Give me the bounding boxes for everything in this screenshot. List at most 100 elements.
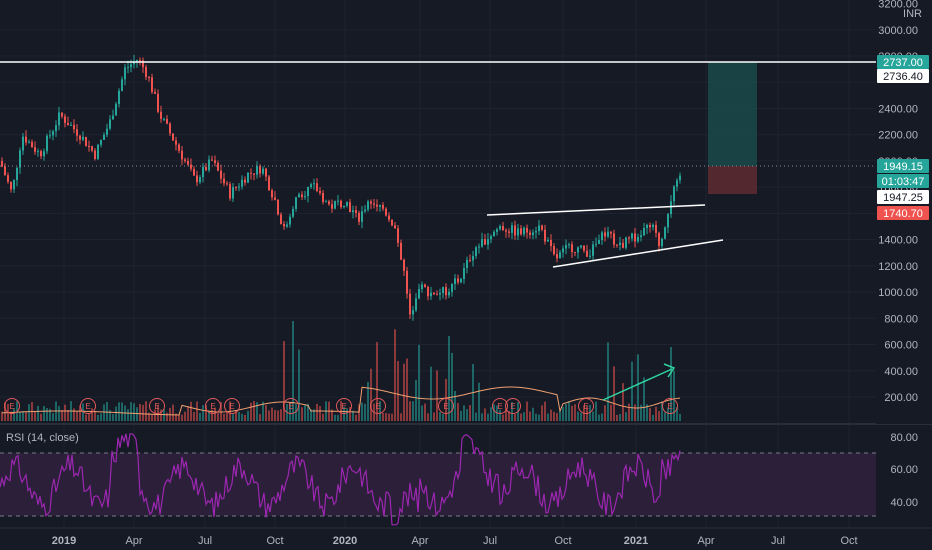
volume-bar	[106, 401, 108, 421]
candle-body	[484, 239, 486, 245]
candle-body	[1, 160, 3, 167]
candle-body	[490, 236, 492, 240]
volume-bar	[139, 404, 141, 421]
volume-bar	[661, 401, 663, 421]
volume-bar	[364, 403, 366, 421]
candle-body	[655, 224, 657, 233]
candle-body	[64, 116, 66, 123]
time-axis-panel[interactable]	[0, 528, 932, 550]
volume-arrow[interactable]	[602, 363, 676, 401]
position-tool[interactable]	[708, 62, 757, 194]
candle-body	[421, 284, 423, 290]
rsi-label[interactable]: RSI (14, close)	[6, 432, 79, 444]
volume-bar	[313, 409, 315, 421]
earnings-marker-circle	[149, 398, 165, 414]
candle-body	[646, 224, 648, 229]
volume-bar	[361, 402, 363, 421]
volume-bar	[571, 405, 573, 421]
candle-body	[661, 238, 663, 247]
volume-bar	[109, 409, 111, 421]
volume-bar	[88, 412, 90, 421]
candle-body	[43, 151, 45, 157]
candle-body	[157, 93, 159, 112]
rsi-tick-label: 40.00	[890, 497, 918, 509]
candle-body	[193, 168, 195, 176]
candle-body	[325, 201, 327, 203]
volume-bar	[643, 377, 645, 421]
volume-bar	[49, 408, 51, 421]
candle-body	[85, 136, 87, 147]
candle-body	[457, 278, 459, 283]
candle-body	[643, 228, 645, 236]
volume-bar	[538, 414, 540, 421]
candle-body	[178, 144, 180, 151]
volume-bar	[235, 410, 237, 421]
volume-bar	[640, 404, 642, 421]
candle-body	[100, 139, 102, 145]
candle-body	[613, 233, 615, 245]
candle-body	[286, 224, 288, 227]
arrow-shaft	[602, 368, 673, 401]
earnings-marker-label: E	[510, 402, 515, 411]
volume-bar	[187, 406, 189, 421]
candle-body	[460, 278, 462, 283]
candle-body	[151, 77, 153, 92]
volume-bar	[670, 346, 672, 421]
price-tick-label: 2400.00	[878, 103, 918, 115]
candle-body	[274, 197, 276, 200]
candle-body	[271, 190, 273, 198]
candle-body	[253, 173, 255, 175]
candle-body	[238, 186, 240, 188]
candle-body	[517, 228, 519, 236]
candle-body	[556, 254, 558, 259]
upper-trendline[interactable]	[486, 204, 706, 216]
price-tag-bg	[877, 190, 929, 204]
volume-bar	[400, 413, 402, 421]
candle-body	[190, 164, 192, 169]
candle-body	[637, 237, 639, 242]
candle-body	[40, 151, 42, 157]
candle-body	[559, 252, 561, 259]
price-tick-label: 1200.00	[878, 261, 918, 273]
volume-bar	[154, 409, 156, 421]
candle-body	[676, 180, 678, 187]
candle-body	[370, 201, 372, 204]
volume-bar	[295, 404, 297, 421]
candle-body	[475, 247, 477, 256]
candle-body	[289, 216, 291, 225]
rsi-axis-panel[interactable]	[876, 426, 932, 530]
candle-body	[136, 60, 138, 62]
lower-trendline[interactable]	[552, 239, 724, 268]
candle-body	[373, 203, 375, 205]
volume-bar	[544, 401, 546, 421]
earnings-marker-label: E	[583, 402, 588, 411]
candle-body	[520, 228, 522, 235]
volume-bar	[355, 414, 357, 421]
volume-bar	[649, 407, 651, 421]
earnings-marker-circle	[578, 398, 594, 414]
earnings-marker-circle	[4, 398, 20, 414]
candle-body	[133, 61, 135, 65]
candle-body	[466, 259, 468, 269]
candle-body	[70, 124, 72, 126]
price-tick-label: 400.00	[884, 366, 918, 378]
volume-bar	[385, 412, 387, 421]
volume-bar	[214, 407, 216, 421]
volume-bar	[301, 407, 303, 421]
candle-body	[391, 219, 393, 226]
candle-body	[28, 141, 30, 143]
candle-body	[19, 150, 21, 168]
candle-body	[436, 294, 438, 296]
candle-body	[406, 270, 408, 294]
volume-bar	[250, 402, 252, 421]
volume-bar	[523, 412, 525, 421]
volume-bar	[262, 401, 264, 421]
volume-bar	[619, 414, 621, 421]
volume-bar	[406, 358, 408, 421]
volume-bar	[604, 405, 606, 421]
candle-body	[142, 60, 144, 68]
candle-body	[196, 175, 198, 183]
price-tag-bg	[877, 55, 929, 69]
